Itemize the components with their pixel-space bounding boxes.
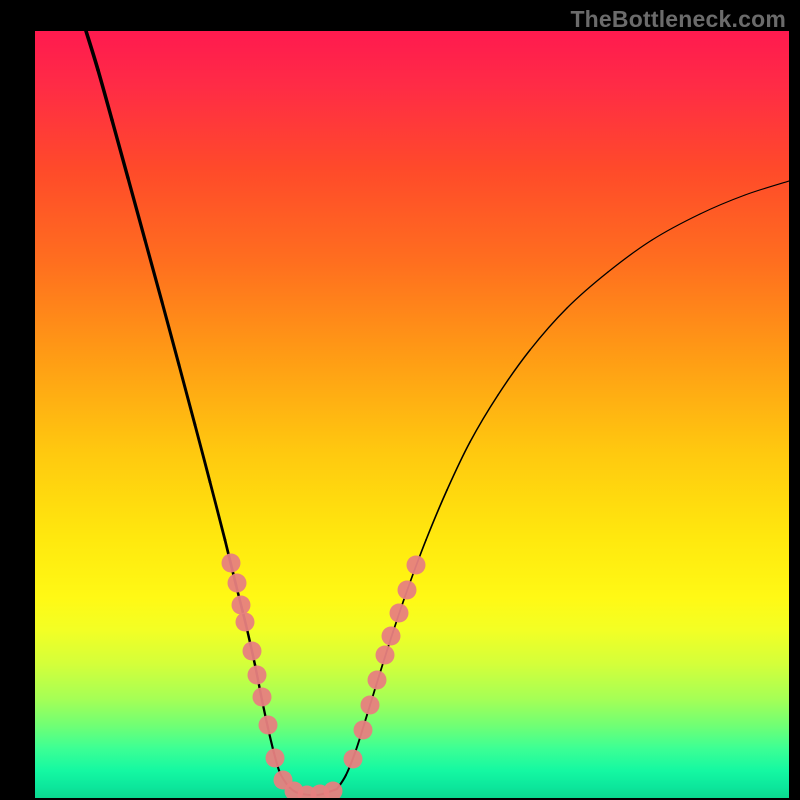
plot-background (35, 31, 789, 798)
chart-stage: TheBottleneck.com (0, 0, 800, 800)
chart-svg (0, 0, 800, 800)
watermark-text: TheBottleneck.com (570, 6, 786, 33)
